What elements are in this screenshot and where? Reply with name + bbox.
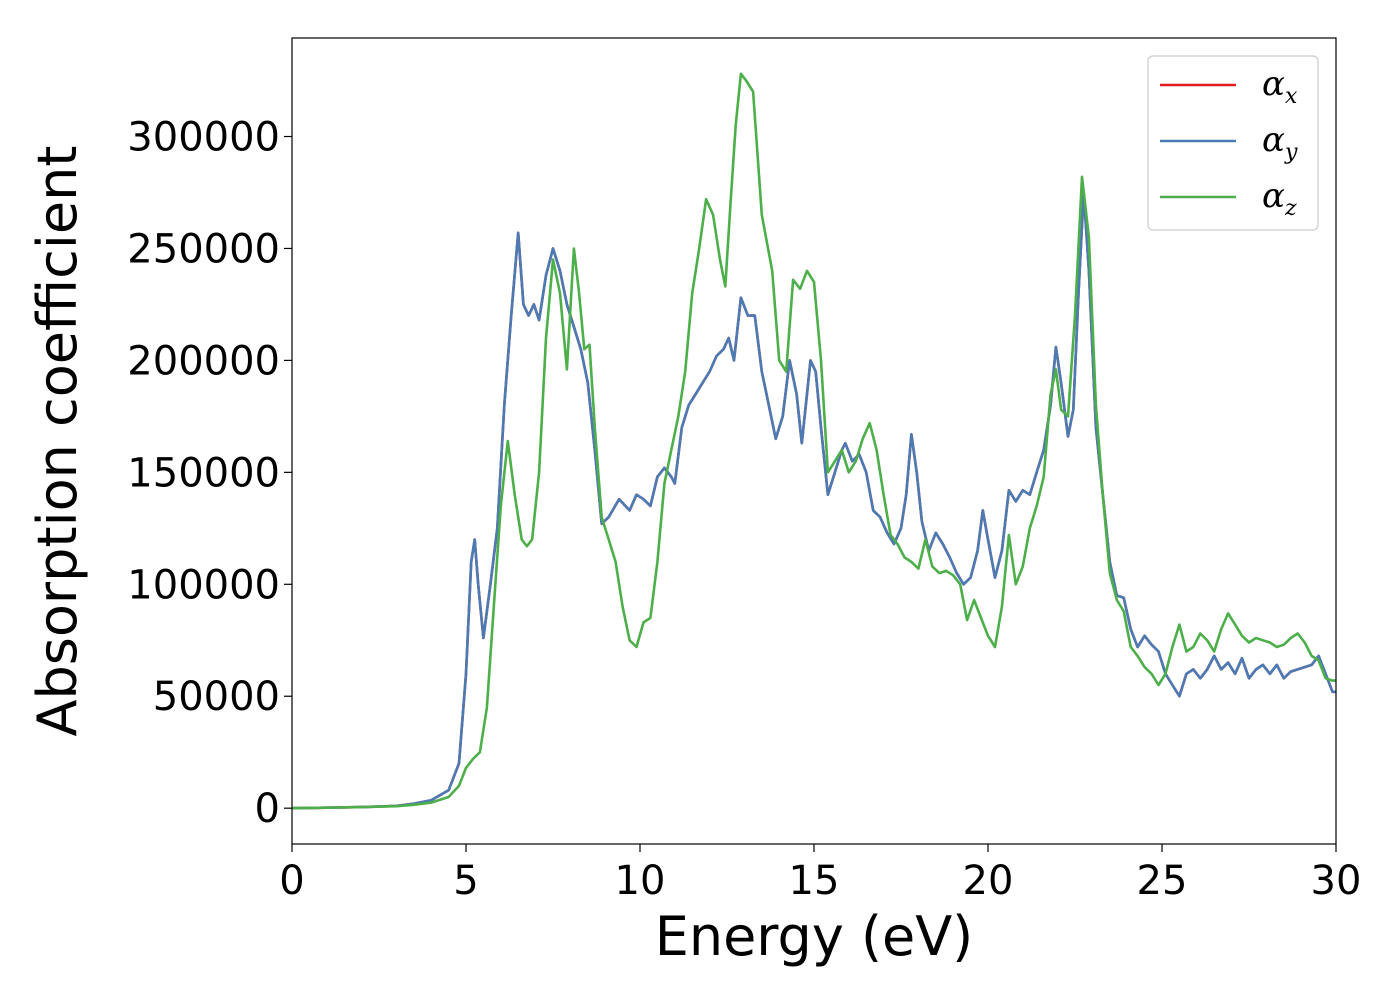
y-axis-title: Absorption coefficient (26, 146, 89, 737)
legend-box (1147, 55, 1319, 231)
x-axis-title: Energy (eV) (655, 905, 974, 968)
x-axis-ticks: 0 5 10 15 20 25 30 (279, 844, 1361, 904)
x-tick-label: 0 (279, 858, 304, 904)
series-line-y (291, 191, 1336, 810)
y-tick-label: 100000 (127, 562, 280, 608)
series-line-z (291, 72, 1336, 810)
y-tick-label: 200000 (127, 338, 280, 384)
y-tick-label: 250000 (127, 226, 280, 272)
y-tick-label: 0 (255, 786, 280, 832)
x-tick-label: 15 (789, 858, 840, 904)
y-tick-label: 150000 (127, 450, 280, 496)
x-tick-label: 20 (963, 858, 1014, 904)
y-axis-ticks: 0 50000 100000 150000 200000 250000 300000 (127, 115, 292, 832)
y-tick-label: 300000 (127, 115, 280, 161)
x-tick-label: 25 (1137, 858, 1188, 904)
y-tick-label: 50000 (153, 674, 280, 720)
x-tick-label: 5 (453, 858, 478, 904)
series-layer (291, 72, 1336, 810)
x-tick-label: 10 (615, 858, 666, 904)
x-tick-label: 30 (1311, 858, 1362, 904)
